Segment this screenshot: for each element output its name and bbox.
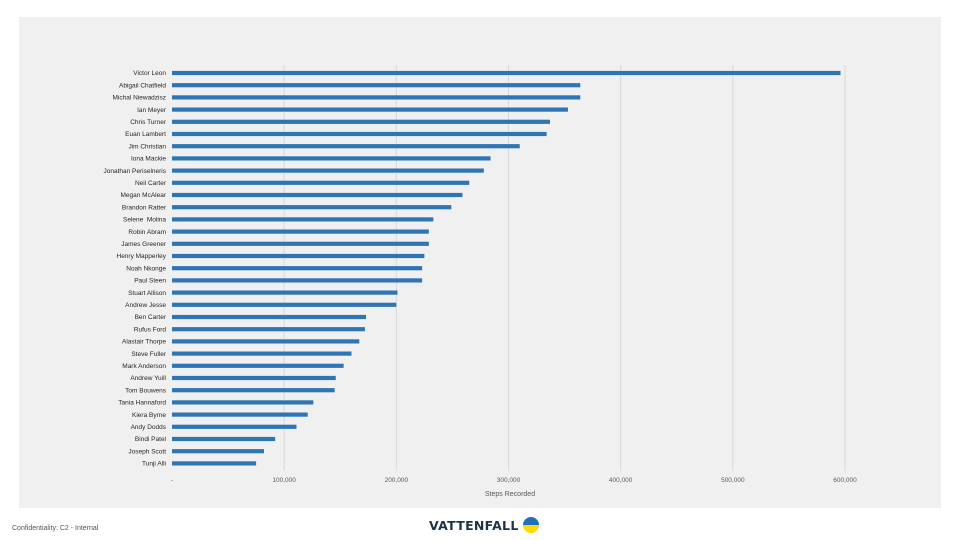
category-label: Henry Mapperley (117, 253, 167, 260)
brand-logo: VATTENFALL (429, 516, 539, 534)
bar (172, 278, 423, 283)
bar (172, 180, 470, 185)
x-tick-label: 500,000 (721, 477, 745, 484)
chart-panel: Victor Leon Abigail Chatfield Michal Niewa… (19, 17, 941, 508)
category-label: Euan Lambert (125, 131, 166, 138)
category-label: Bindi Patel (135, 436, 167, 443)
bar (172, 302, 397, 307)
category-label: Jim Christian (128, 143, 166, 150)
category-label: Victor Leon (133, 70, 166, 77)
bar (172, 290, 398, 295)
category-label: Tunji Alli (142, 461, 166, 468)
category-label: Ben Carter (135, 314, 167, 321)
category-label: Ian Meyer (137, 107, 167, 114)
bar (172, 205, 452, 210)
bar (172, 192, 463, 198)
x-tick-label: 200,000 (385, 477, 409, 484)
category-label: Abigail Chatfield (119, 82, 166, 89)
bar (172, 253, 425, 259)
bar (172, 327, 365, 332)
bar (172, 229, 429, 234)
bar (172, 412, 308, 417)
category-label: Brandon Ratter (122, 204, 167, 211)
vattenfall-sun-icon (522, 517, 539, 533)
category-label: Mark Anderson (122, 363, 166, 370)
category-labels: Victor Leon Abigail Chatfield Michal Niewa… (103, 70, 166, 467)
bar (172, 217, 434, 222)
bar-chart: Victor Leon Abigail Chatfield Michal Niewa… (103, 65, 857, 498)
category-label: Andrew Jesse (125, 302, 166, 309)
category-label: Robin Abram (128, 229, 166, 236)
bar (172, 400, 314, 405)
category-label: Kiera Byrne (132, 412, 166, 419)
x-tick-label: 600,000 (833, 477, 857, 484)
bar (172, 241, 429, 246)
confidentiality-label: Confidentiality: C2 - Internal (12, 525, 99, 532)
category-label: Selene Molina (123, 217, 166, 224)
bar (172, 266, 423, 271)
category-label: Rufus Ford (134, 326, 167, 333)
bar (172, 375, 336, 381)
bars (172, 70, 841, 466)
bar (172, 168, 484, 173)
category-label: Alastair Thorpe (122, 339, 166, 346)
bar (172, 339, 360, 344)
x-tick-label: 100,000 (272, 477, 296, 484)
category-label: Tom Bouwens (125, 387, 167, 394)
bar (172, 131, 547, 137)
bar (172, 83, 581, 88)
category-label: Noah Nkonge (126, 265, 166, 272)
category-label: Chris Turner (130, 119, 167, 126)
x-axis-title: Steps Recorded (485, 491, 535, 498)
category-label: Joseph Scott (128, 448, 166, 455)
bar (172, 388, 335, 393)
category-label: Neil Carter (135, 180, 167, 187)
bar (172, 156, 491, 161)
x-tick-label: 400,000 (609, 477, 633, 484)
bar (172, 363, 344, 368)
category-label: Jonathan Periselneris (103, 168, 166, 175)
bar (172, 351, 352, 356)
x-tick-labels: - 100,000 200,000 300,000 400,000 500,000 600,… (171, 477, 857, 484)
bar (172, 119, 551, 124)
bar (172, 461, 257, 466)
category-label: Iona Mackie (131, 156, 166, 163)
category-label: Stuart Allison (128, 290, 166, 297)
bar (172, 70, 841, 76)
category-label: James Greener (121, 241, 167, 248)
category-label: Andy Dodds (131, 424, 167, 431)
bar (172, 449, 264, 454)
bar (172, 314, 367, 320)
bar (172, 95, 581, 100)
x-tick-label: 300,000 (497, 477, 521, 484)
x-tick-label: - (171, 477, 173, 484)
brand-name: VATTENFALL (429, 517, 519, 533)
bar (172, 436, 276, 442)
category-label: Tania Hannaford (118, 400, 166, 407)
category-label: Andrew Yuill (130, 375, 166, 382)
category-label: Paul Steen (134, 278, 166, 285)
bar (172, 107, 568, 112)
category-label: Megan McAlear (120, 192, 166, 199)
category-label: Steve Fuller (131, 351, 167, 358)
bar (172, 144, 520, 149)
bar (172, 424, 297, 429)
category-label: Michal Niewadzisz (113, 95, 166, 102)
